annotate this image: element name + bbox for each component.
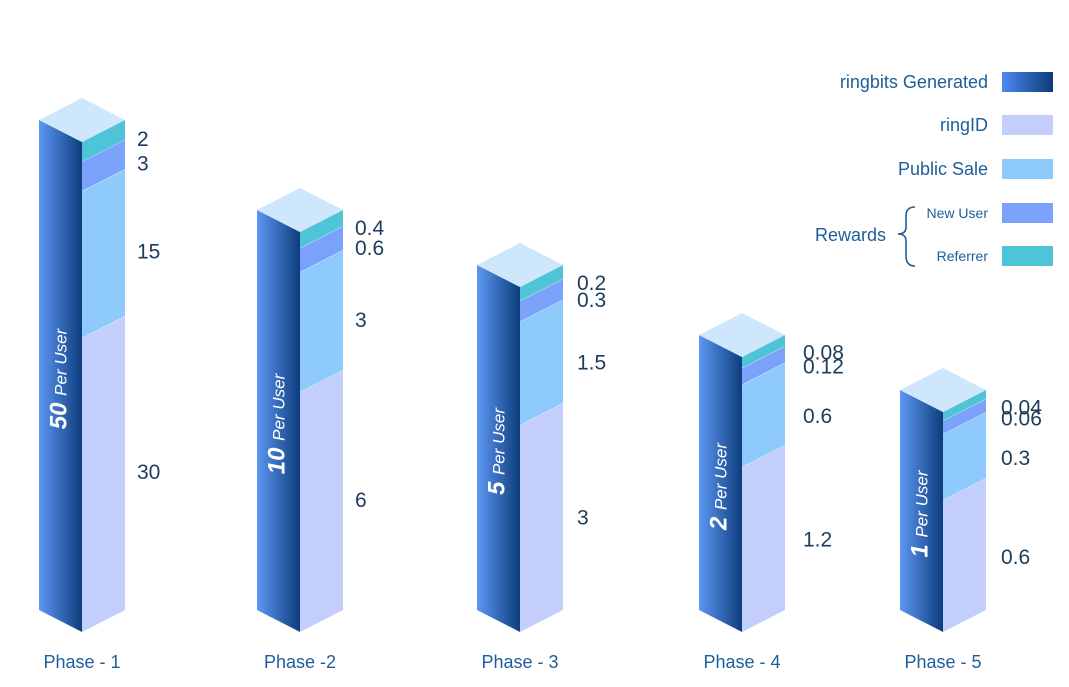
legend-swatch	[1002, 115, 1053, 135]
bar-front-face	[39, 120, 82, 632]
value-label-ringid: 30	[137, 461, 160, 484]
per-user-text: Per User	[712, 442, 731, 510]
category-label: Phase - 4	[703, 652, 780, 672]
segment-public_sale	[943, 412, 986, 500]
segment-public_sale	[520, 299, 563, 425]
category-label: Phase - 5	[904, 652, 981, 672]
category-label: Phase - 3	[481, 652, 558, 672]
legend-brace	[897, 206, 916, 267]
bar-front-face	[477, 265, 520, 632]
value-label-referrer: 0.04	[1001, 396, 1042, 419]
legend-swatch	[1002, 72, 1053, 92]
value-label-new_user: 0.12	[803, 355, 844, 378]
per-user-number: 1	[907, 538, 934, 558]
segment-ringid	[300, 370, 343, 632]
value-label-referrer: 0.08	[803, 342, 844, 365]
segment-new_user	[742, 346, 785, 385]
segment-referrer	[300, 210, 343, 248]
value-label-public_sale: 3	[355, 309, 367, 332]
bar-top-face	[900, 368, 986, 412]
segment-ringid	[742, 445, 785, 632]
segment-ringid	[82, 316, 125, 632]
segment-public_sale	[300, 250, 343, 392]
per-user-label: 1 Per User	[907, 469, 934, 557]
bar-front-face	[257, 210, 300, 632]
legend-sub-label: Referrer	[937, 248, 989, 264]
segment-referrer	[943, 390, 986, 421]
per-user-number: 2	[706, 510, 733, 531]
value-label-public_sale: 1.5	[577, 351, 606, 374]
value-label-referrer: 0.4	[355, 217, 385, 240]
value-label-ringid: 3	[577, 507, 589, 530]
segment-referrer	[742, 335, 785, 368]
value-label-new_user: 0.06	[1001, 407, 1042, 430]
value-label-public_sale: 0.3	[1001, 447, 1030, 470]
bar-phase-1: 30 15 32 50 Per User Phase - 1	[39, 98, 160, 672]
bar-top-face	[257, 188, 343, 232]
per-user-text: Per User	[913, 469, 932, 537]
value-label-referrer: 2	[137, 128, 149, 151]
legend-label: ringID	[940, 115, 988, 135]
bar-top-face	[699, 313, 785, 357]
bar-front-face	[699, 335, 742, 632]
segment-ringid	[520, 403, 563, 632]
per-user-number: 50	[46, 396, 73, 429]
per-user-label: 2 Per User	[706, 442, 733, 531]
value-label-new_user: 0.6	[355, 237, 384, 260]
value-label-new_user: 0.3	[577, 289, 606, 312]
segment-new_user	[943, 398, 986, 434]
legend-swatch	[1002, 159, 1053, 179]
per-user-label: 10 Per User	[264, 372, 291, 474]
bar-phase-2: 6 3 0.60.4 10 Per User Phase -2	[257, 188, 385, 672]
segment-public_sale	[82, 169, 125, 338]
value-label-ringid: 6	[355, 489, 367, 512]
value-label-ringid: 1.2	[803, 529, 832, 552]
per-user-text: Per User	[270, 372, 289, 440]
bar-phase-5: 0.6 0.3 0.060.04 1 Per User Phase - 5	[900, 368, 1042, 672]
per-user-number: 10	[264, 441, 291, 474]
legend-group-label: Rewards	[815, 225, 886, 245]
segment-new_user	[82, 139, 125, 191]
legend-swatch	[1002, 246, 1053, 266]
per-user-label: 50 Per User	[46, 327, 73, 429]
value-label-public_sale: 15	[137, 241, 160, 264]
legend-sub-label: New User	[927, 205, 989, 221]
category-label: Phase - 1	[43, 652, 120, 672]
per-user-number: 5	[484, 475, 511, 495]
segment-referrer	[82, 120, 125, 162]
segment-public_sale	[742, 362, 785, 467]
category-label: Phase -2	[264, 652, 336, 672]
bar-top-face	[39, 98, 125, 142]
legend: ringbits Generated ringID Public Sale New U…	[815, 72, 1053, 267]
bar-phase-4: 1.2 0.6 0.120.08 2 Per User Phase - 4	[699, 313, 844, 672]
legend-label: ringbits Generated	[840, 72, 988, 92]
value-label-ringid: 0.6	[1001, 546, 1030, 569]
bar-phase-3: 3 1.5 0.30.2 5 Per User Phase - 3	[477, 243, 606, 672]
per-user-text: Per User	[52, 327, 71, 395]
per-user-label: 5 Per User	[484, 407, 511, 495]
segment-new_user	[300, 226, 343, 272]
segment-new_user	[520, 278, 563, 322]
bar-top-face	[477, 243, 563, 287]
value-label-public_sale: 0.6	[803, 405, 832, 428]
bar-front-face	[900, 390, 943, 632]
per-user-text: Per User	[490, 407, 509, 475]
segment-referrer	[520, 265, 563, 301]
segment-ringid	[943, 478, 986, 632]
value-label-referrer: 0.2	[577, 272, 606, 295]
legend-swatch	[1002, 203, 1053, 223]
legend-label: Public Sale	[898, 159, 988, 179]
value-label-new_user: 3	[137, 152, 149, 175]
